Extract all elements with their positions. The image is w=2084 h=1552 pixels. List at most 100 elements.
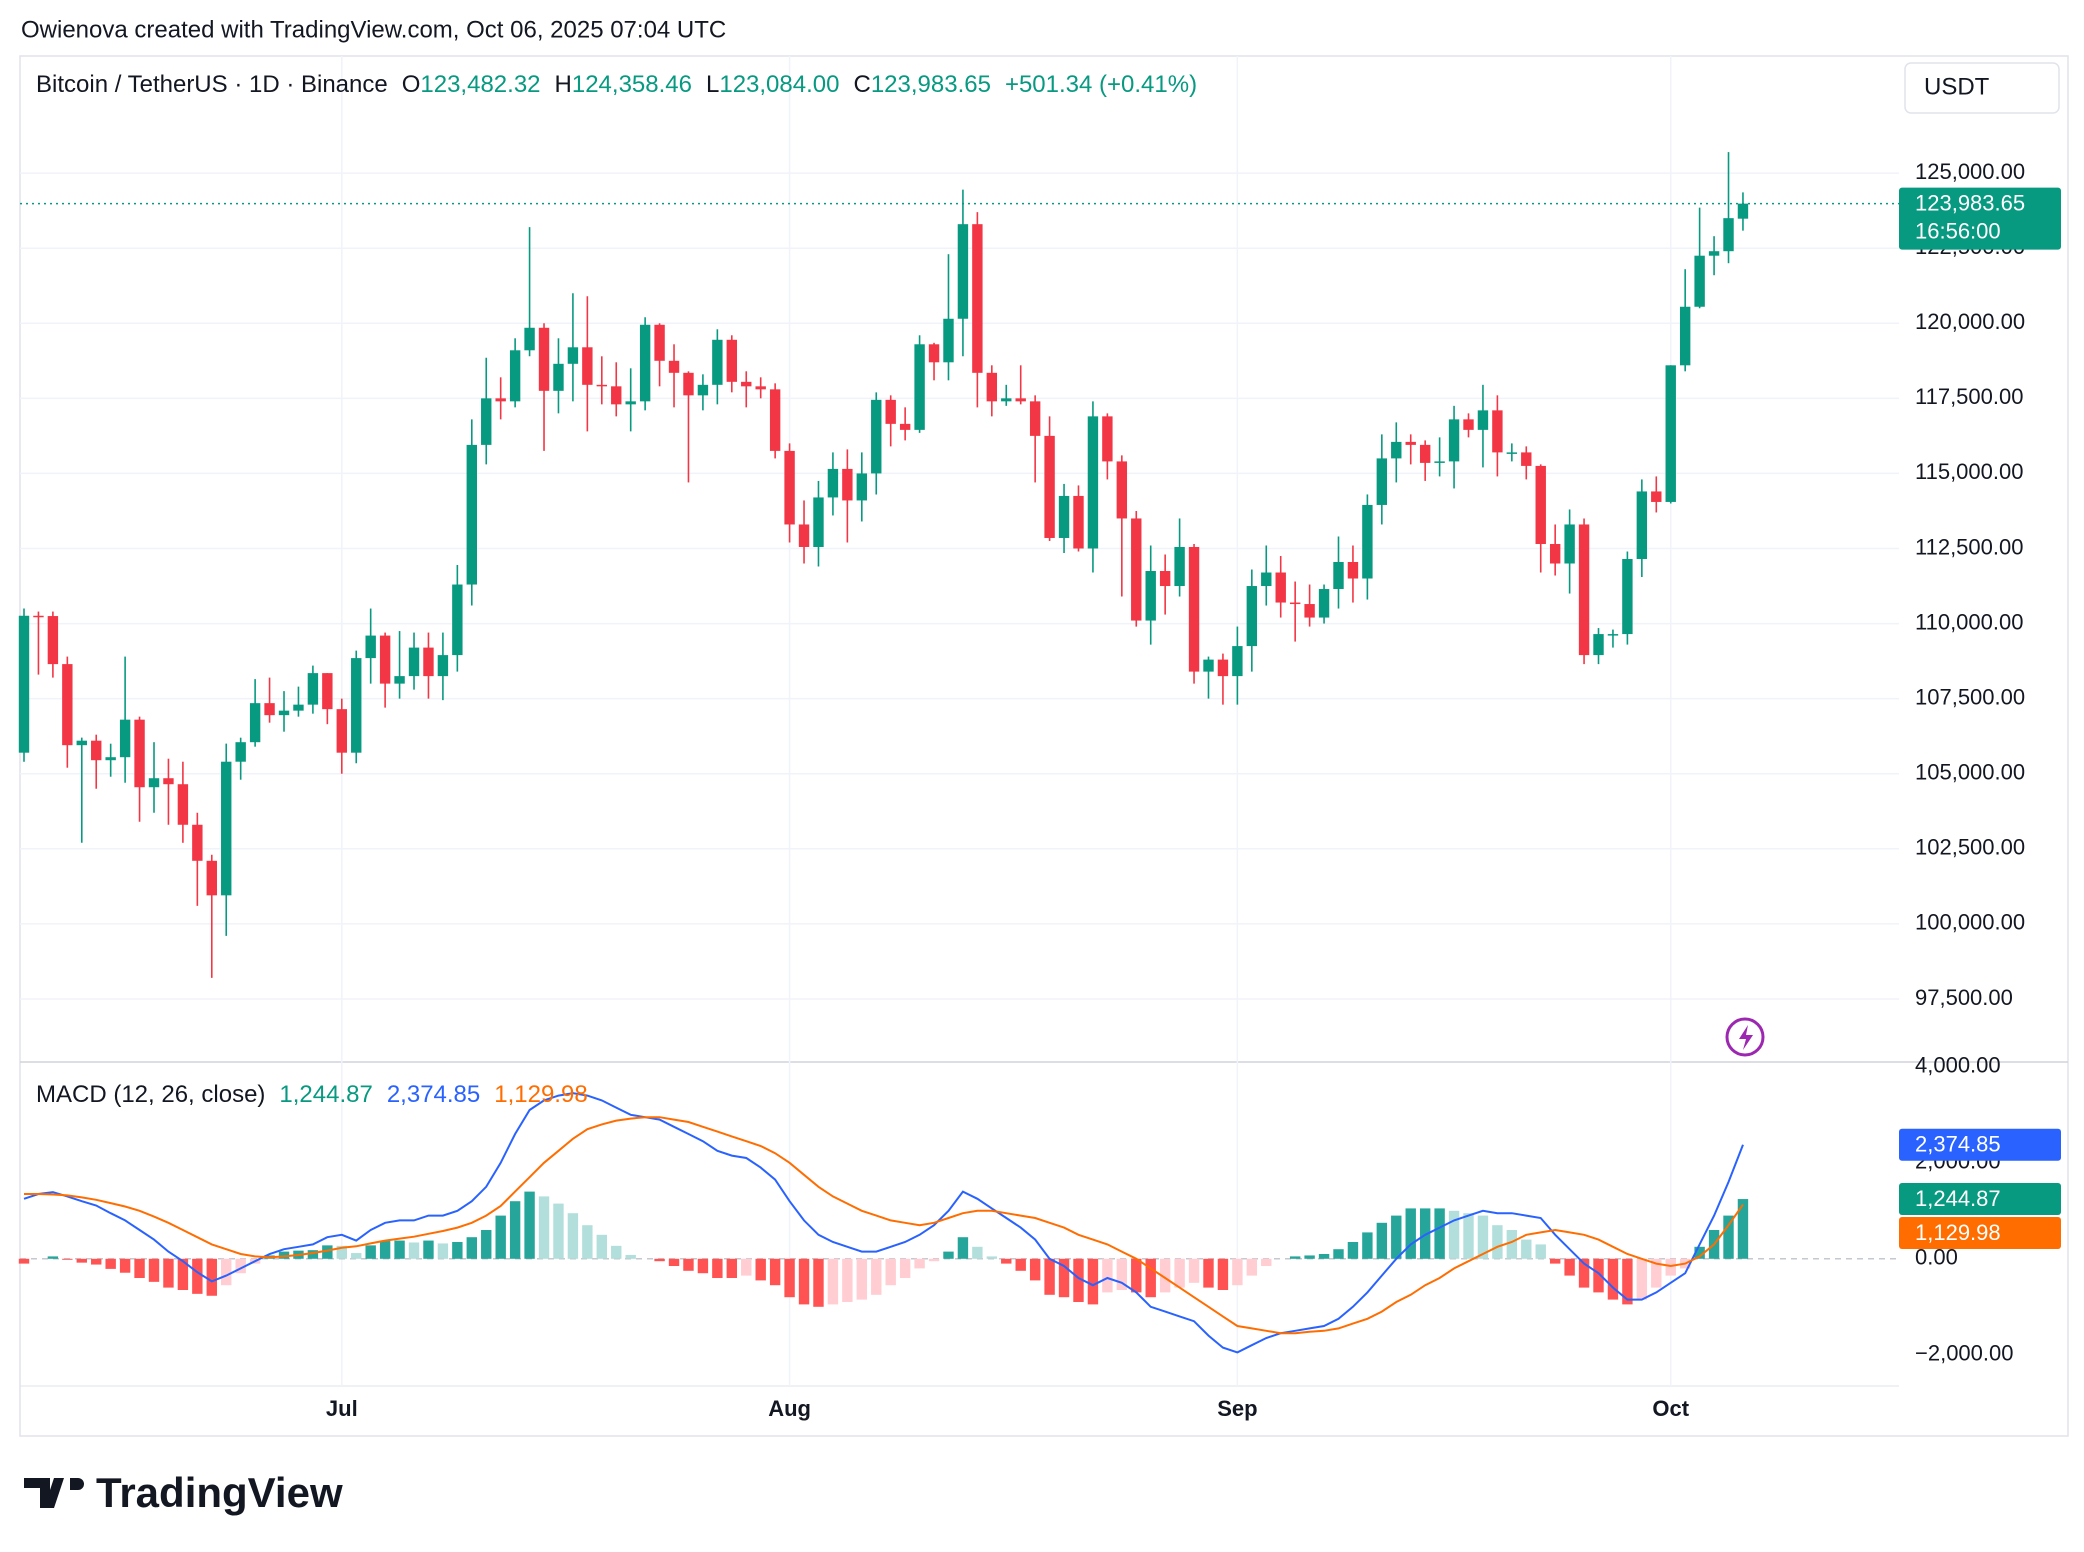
histogram-bar — [1015, 1258, 1026, 1271]
candle-body — [755, 386, 766, 390]
candle-body — [394, 676, 405, 684]
histogram-bar — [1521, 1239, 1532, 1259]
macd-line — [24, 1116, 1744, 1335]
histogram-bar — [842, 1258, 853, 1302]
histogram-bar — [18, 1258, 30, 1264]
candle-body — [336, 709, 347, 753]
histogram-bar — [1549, 1258, 1561, 1264]
histogram-bar — [769, 1258, 781, 1286]
grid — [20, 56, 1899, 1386]
histogram-bar — [206, 1258, 217, 1296]
candle-body — [842, 468, 853, 501]
histogram-bar — [1578, 1258, 1590, 1288]
histogram-bar — [899, 1258, 911, 1278]
candle-body — [596, 384, 607, 387]
macd-title: MACD (12, 26, close) — [36, 1081, 265, 1108]
macd-legend: MACD (12, 26, close) 1,244.87 2,374.85 1,12… — [36, 1081, 588, 1108]
alert-circle — [1725, 1017, 1765, 1057]
candle-body — [509, 350, 521, 402]
histogram-bar — [148, 1258, 160, 1282]
currency-label[interactable]: USDT — [1924, 73, 1990, 100]
candle-body — [1073, 495, 1084, 549]
histogram-bar — [914, 1258, 925, 1269]
last-price-label: 123,983.65 — [1915, 190, 2025, 215]
histogram-bar — [538, 1196, 550, 1259]
candle-body — [495, 398, 506, 402]
ohlc-value: 123,482.32 — [420, 71, 540, 98]
histogram-bar — [856, 1258, 868, 1300]
histogram-bar — [871, 1258, 882, 1295]
candle-body — [784, 450, 795, 525]
histogram-bar — [466, 1237, 477, 1259]
candle-body — [538, 327, 550, 391]
candle-body — [1232, 646, 1243, 677]
candle-body — [769, 389, 781, 451]
y-tick-label: 4,000.00 — [1915, 1053, 2001, 1078]
histogram-bar — [1044, 1258, 1055, 1295]
candle-body — [91, 740, 102, 761]
macd-legend-value: 1,129.98 — [494, 1081, 587, 1108]
candle-body — [278, 710, 290, 716]
candle-body — [957, 224, 969, 319]
candle-body — [1607, 634, 1619, 636]
candle-body — [1362, 504, 1373, 579]
histogram-bar — [481, 1230, 492, 1259]
histogram-bar — [379, 1241, 391, 1259]
candle-body — [1636, 491, 1648, 560]
histogram-bar — [351, 1253, 362, 1259]
candle-body — [1708, 251, 1720, 256]
x-tick-label: Jul — [326, 1396, 358, 1421]
histogram-bar — [1188, 1258, 1200, 1283]
currency-button[interactable] — [1904, 62, 2060, 114]
histogram-bar — [611, 1245, 622, 1259]
candle-body — [1015, 398, 1026, 402]
candle-body — [1737, 203, 1749, 219]
histogram-bar — [1607, 1258, 1619, 1300]
histogram-bar — [1419, 1208, 1431, 1259]
candle-body — [33, 615, 44, 618]
candle-body — [1318, 589, 1330, 618]
symbol-header: Bitcoin / TetherUS · 1D · Binance O123,48… — [36, 71, 1197, 98]
histogram-bar — [408, 1242, 420, 1259]
candle-body — [1419, 444, 1431, 463]
candle-body — [1131, 518, 1142, 621]
histogram-bar — [1318, 1254, 1330, 1259]
histogram-bar — [423, 1240, 434, 1259]
candle-body — [1622, 559, 1633, 635]
candle-body — [1347, 562, 1359, 579]
value-badge-label: 1,244.87 — [1915, 1186, 2001, 1211]
candle-body — [1333, 562, 1344, 590]
histogram-bar — [1506, 1230, 1518, 1259]
candle-body — [1679, 306, 1691, 366]
y-tick-label: 115,000.00 — [1915, 459, 2023, 484]
candle-body — [813, 497, 824, 547]
candle-body — [206, 860, 217, 896]
candle-body — [1521, 452, 1532, 466]
histogram-bar — [307, 1250, 319, 1259]
candle-body — [76, 740, 87, 746]
candle-body — [1188, 546, 1200, 672]
candle-body — [1463, 419, 1474, 430]
histogram-bar — [524, 1191, 535, 1259]
candle-body — [899, 423, 911, 430]
histogram-bar — [1636, 1258, 1648, 1300]
candle-body — [1174, 546, 1185, 587]
histogram-bar — [452, 1242, 463, 1259]
x-tick-label: Sep — [1217, 1396, 1257, 1421]
candle-body — [235, 742, 246, 762]
histogram-bar — [322, 1245, 333, 1259]
histogram-bar — [683, 1258, 694, 1271]
candle-body — [322, 673, 333, 710]
histogram-bar — [1217, 1258, 1229, 1290]
histogram-bar — [177, 1258, 189, 1290]
histogram-bar — [1159, 1258, 1171, 1293]
histogram-bar — [1116, 1258, 1128, 1290]
candle-body — [47, 616, 59, 665]
histogram-bar — [741, 1258, 752, 1276]
candle-body — [928, 344, 940, 363]
histogram-bar — [827, 1258, 839, 1305]
candle-body — [827, 468, 839, 498]
histogram-bar — [221, 1258, 232, 1286]
last-price-badge — [1899, 187, 2061, 250]
histogram-bar — [582, 1225, 593, 1259]
